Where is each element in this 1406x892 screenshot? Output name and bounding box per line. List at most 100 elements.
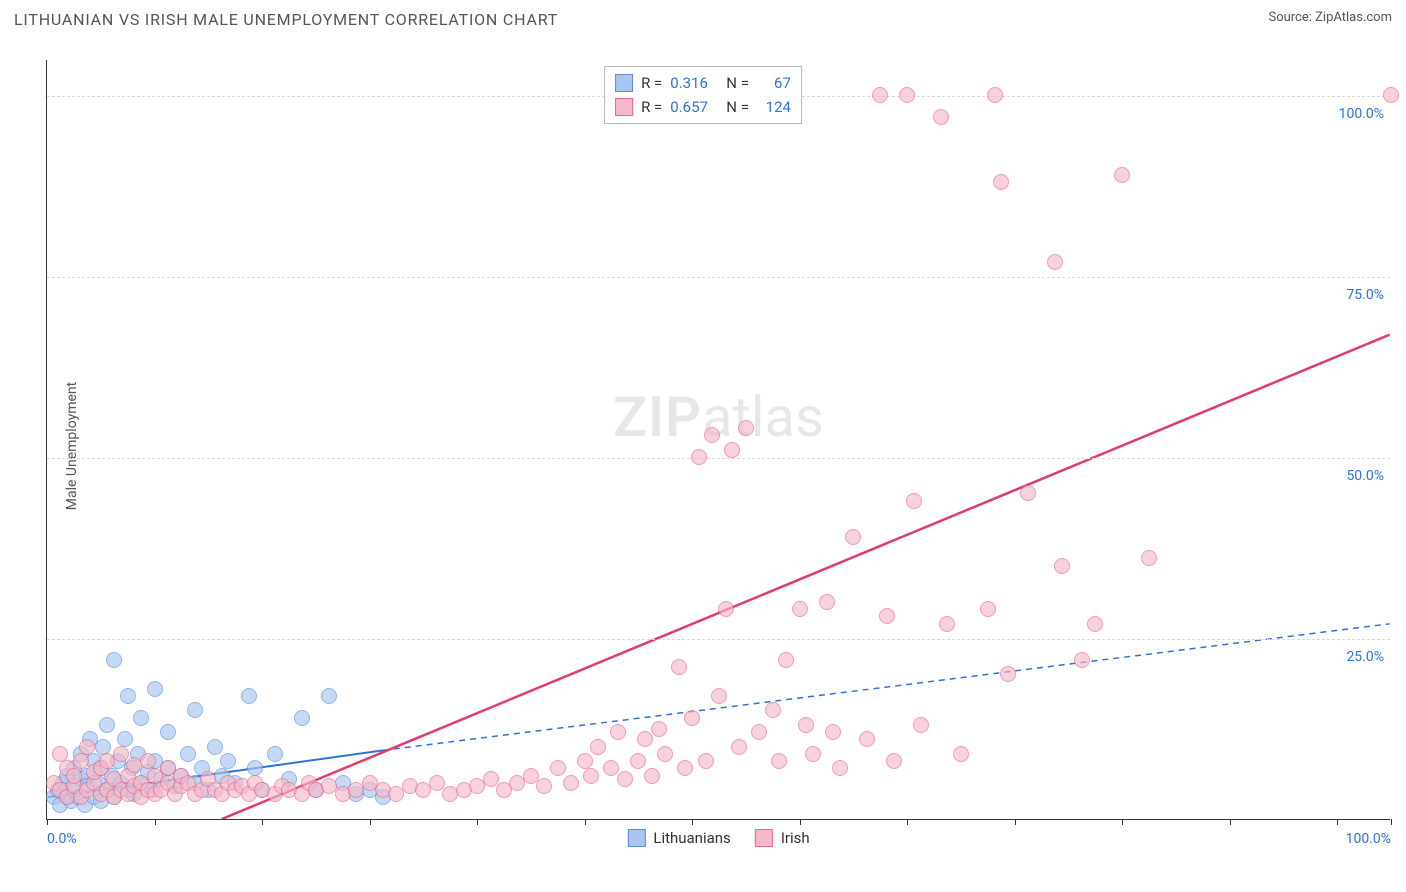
scatter-point (751, 724, 767, 740)
scatter-point (953, 746, 969, 762)
scatter-point (133, 710, 149, 726)
scatter-point (1383, 87, 1399, 103)
scatter-point (691, 449, 707, 465)
scatter-point (267, 746, 283, 762)
stat-value: 0.657 (670, 95, 718, 119)
scatter-point (590, 739, 606, 755)
scatter-point (980, 601, 996, 617)
x-tick-mark (262, 819, 263, 825)
scatter-point (617, 771, 633, 787)
scatter-point (79, 739, 95, 755)
x-tick-mark (1230, 819, 1231, 825)
scatter-point (120, 688, 136, 704)
scatter-point (1054, 558, 1070, 574)
scatter-point (825, 724, 841, 740)
x-tick-mark (47, 819, 48, 825)
scatter-point (630, 753, 646, 769)
x-tick-mark (800, 819, 801, 825)
scatter-point (832, 760, 848, 776)
legend-item: Lithuanians (627, 829, 730, 847)
scatter-point (147, 681, 163, 697)
x-tick-mark (370, 819, 371, 825)
y-tick-label: 100.0% (1339, 106, 1384, 122)
scatter-point (536, 778, 552, 794)
legend-label: Lithuanians (653, 829, 730, 847)
scatter-point (684, 710, 700, 726)
stat-value: 67 (757, 71, 791, 95)
scatter-point (220, 753, 236, 769)
gridline (47, 639, 1390, 640)
scatter-point (738, 420, 754, 436)
scatter-point (671, 659, 687, 675)
stat-value: 124 (757, 95, 791, 119)
scatter-point (792, 601, 808, 617)
scatter-point (106, 652, 122, 668)
scatter-point (321, 688, 337, 704)
scatter-point (657, 746, 673, 762)
scatter-point (66, 768, 82, 784)
y-tick-label: 50.0% (1346, 468, 1384, 484)
scatter-point (1020, 485, 1036, 501)
scatter-point (180, 746, 196, 762)
scatter-point (294, 710, 310, 726)
series-legend: Lithuanians Irish (627, 829, 809, 847)
legend-swatch (615, 74, 633, 92)
scatter-point (207, 739, 223, 755)
x-tick-mark (1122, 819, 1123, 825)
scatter-point (677, 760, 693, 776)
stat-label: R = (641, 71, 662, 95)
x-tick-mark (155, 819, 156, 825)
scatter-point (603, 760, 619, 776)
scatter-point (1141, 550, 1157, 566)
scatter-point (95, 739, 111, 755)
scatter-point (886, 753, 902, 769)
scatter-point (704, 427, 720, 443)
gridline (47, 458, 1390, 459)
scatter-point (859, 731, 875, 747)
chart-title: LITHUANIAN VS IRISH MALE UNEMPLOYMENT CO… (14, 10, 558, 29)
correlation-stats-box: R = 0.316 N = 67 R = 0.657 N = 124 (604, 66, 802, 124)
stat-label: R = (641, 95, 662, 119)
scatter-point (913, 717, 929, 733)
scatter-point (644, 768, 660, 784)
scatter-point (550, 760, 566, 776)
x-tick-mark (1015, 819, 1016, 825)
stats-row: R = 0.657 N = 124 (615, 95, 791, 119)
x-tick-mark (1391, 819, 1392, 825)
scatter-point (1000, 666, 1016, 682)
scatter-point (698, 753, 714, 769)
scatter-point (523, 768, 539, 784)
scatter-point (1114, 167, 1130, 183)
scatter-point (819, 594, 835, 610)
y-tick-label: 25.0% (1346, 649, 1384, 665)
scatter-point (610, 724, 626, 740)
scatter-point (563, 775, 579, 791)
scatter-point (879, 608, 895, 624)
scatter-point (993, 174, 1009, 190)
x-tick-mark (585, 819, 586, 825)
scatter-point (483, 771, 499, 787)
scatter-point (899, 87, 915, 103)
scatter-point (73, 753, 89, 769)
scatter-point (771, 753, 787, 769)
stats-row: R = 0.316 N = 67 (615, 71, 791, 95)
legend-swatch (627, 829, 645, 847)
x-tick-label: 100.0% (1346, 831, 1391, 847)
scatter-point (651, 721, 667, 737)
legend-swatch (755, 829, 773, 847)
scatter-point (583, 768, 599, 784)
scatter-point (939, 616, 955, 632)
scatter-point (798, 717, 814, 733)
scatter-point (241, 688, 257, 704)
scatter-point (765, 702, 781, 718)
stat-label: N = (726, 71, 749, 95)
scatter-point (845, 529, 861, 545)
chart-header: LITHUANIAN VS IRISH MALE UNEMPLOYMENT CO… (14, 10, 1392, 29)
x-tick-mark (1337, 819, 1338, 825)
stat-value: 0.316 (670, 71, 718, 95)
y-tick-label: 75.0% (1346, 287, 1384, 303)
scatter-point (906, 493, 922, 509)
legend-label: Irish (781, 829, 810, 847)
stat-label: N = (726, 95, 749, 119)
scatter-point (637, 731, 653, 747)
